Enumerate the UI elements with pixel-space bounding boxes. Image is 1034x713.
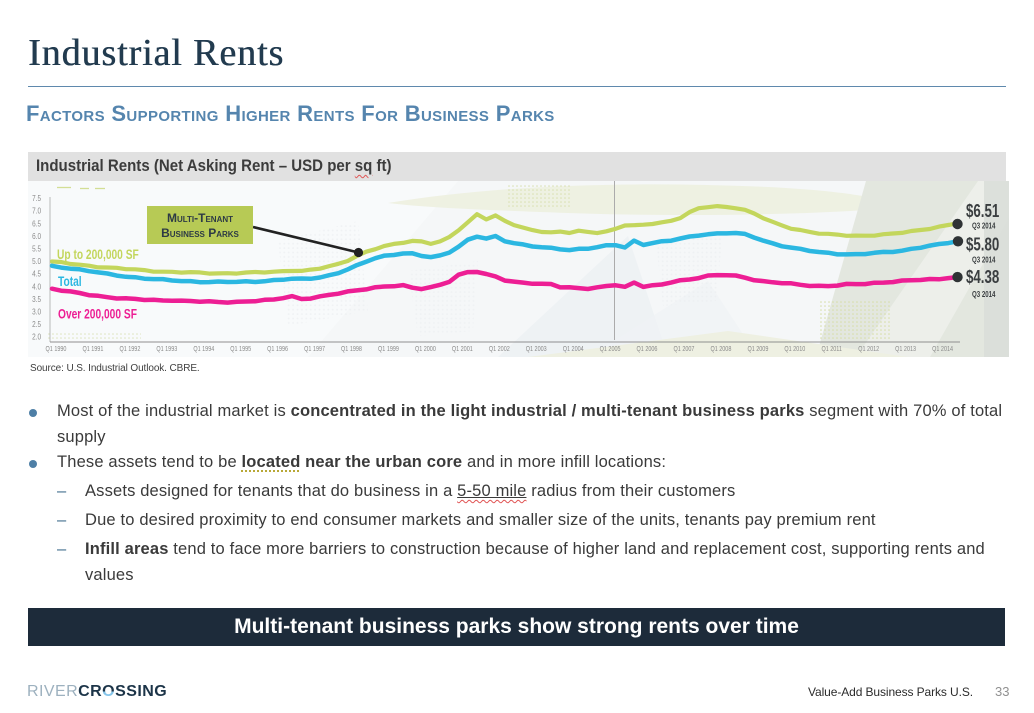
svg-text:Over 200,000 SF: Over 200,000 SF	[58, 306, 137, 322]
svg-text:4.0: 4.0	[32, 282, 41, 292]
svg-text:Q1 2005: Q1 2005	[600, 345, 621, 353]
svg-text:Q1 1990: Q1 1990	[46, 345, 67, 353]
svg-text:Q1 2000: Q1 2000	[415, 345, 436, 353]
svg-text:Q1 2009: Q1 2009	[747, 345, 768, 353]
svg-text:5.5: 5.5	[32, 244, 41, 254]
svg-text:Q1 2004: Q1 2004	[563, 345, 584, 353]
svg-text:5.0: 5.0	[32, 256, 41, 266]
svg-text:Q1 2002: Q1 2002	[489, 345, 510, 353]
svg-text:Q1 1996: Q1 1996	[267, 345, 288, 353]
svg-text:Q1 2012: Q1 2012	[858, 345, 879, 353]
svg-text:Up to 200,000 SF: Up to 200,000 SF	[57, 246, 139, 262]
svg-text:Q1 2014: Q1 2014	[932, 345, 953, 353]
svg-text:$6.51: $6.51	[966, 201, 999, 222]
svg-text:Multi-Tenant: Multi-Tenant	[167, 211, 233, 225]
svg-text:Q1 2003: Q1 2003	[526, 345, 547, 353]
svg-text:Total: Total	[58, 273, 82, 289]
svg-text:7.0: 7.0	[32, 206, 41, 216]
svg-text:Q3 2014: Q3 2014	[972, 220, 996, 230]
svg-text:4.5: 4.5	[32, 269, 41, 279]
svg-text:7.5: 7.5	[32, 193, 41, 203]
svg-text:Q1 2013: Q1 2013	[895, 345, 916, 353]
svg-text:Q1 2010: Q1 2010	[784, 345, 805, 353]
svg-text:3.5: 3.5	[32, 294, 41, 304]
svg-text:2.5: 2.5	[32, 319, 41, 329]
svg-text:Q1 1993: Q1 1993	[156, 345, 177, 353]
svg-text:Q3 2014: Q3 2014	[972, 254, 996, 264]
svg-text:Q1 2006: Q1 2006	[637, 345, 658, 353]
svg-text:6.5: 6.5	[32, 219, 41, 229]
svg-text:Q1 1998: Q1 1998	[341, 345, 362, 353]
svg-text:Q1 1995: Q1 1995	[230, 345, 251, 353]
svg-text:$4.38: $4.38	[966, 267, 999, 288]
svg-text:2.0: 2.0	[32, 332, 41, 342]
svg-text:Q1 2001: Q1 2001	[452, 345, 473, 353]
svg-text:Business Parks: Business Parks	[161, 226, 239, 240]
svg-text:Q1 1992: Q1 1992	[119, 345, 140, 353]
svg-text:Q1 1999: Q1 1999	[378, 345, 399, 353]
svg-text:Q3 2014: Q3 2014	[972, 289, 996, 299]
svg-text:Q1 2007: Q1 2007	[674, 345, 695, 353]
svg-text:Q1 1991: Q1 1991	[82, 345, 103, 353]
svg-text:Q1 2011: Q1 2011	[821, 345, 842, 353]
svg-text:Q1 2008: Q1 2008	[710, 345, 731, 353]
svg-text:$5.80: $5.80	[966, 234, 999, 255]
svg-text:6.0: 6.0	[32, 231, 41, 241]
svg-text:3.0: 3.0	[32, 307, 41, 317]
svg-text:Q1 1997: Q1 1997	[304, 345, 325, 353]
svg-text:Q1 1994: Q1 1994	[193, 345, 214, 353]
